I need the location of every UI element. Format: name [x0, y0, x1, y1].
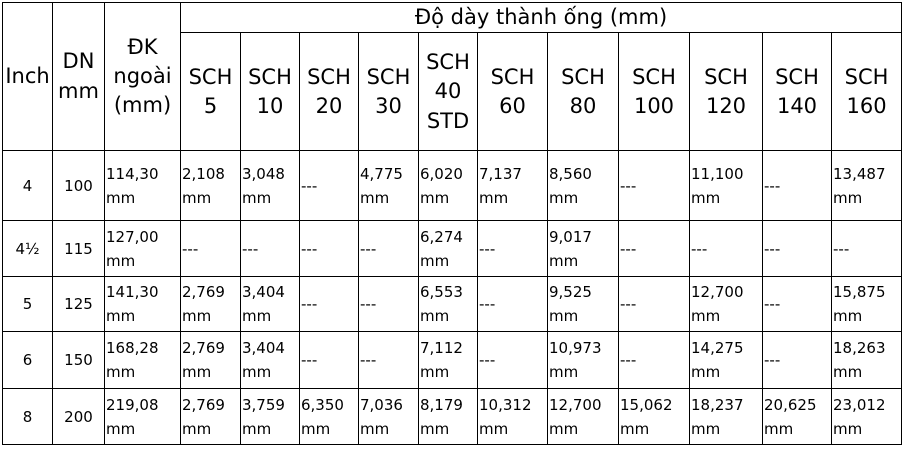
- table-cell: 12,700 mm: [689, 276, 763, 333]
- table-cell: ---: [830, 220, 903, 278]
- table-cell: ---: [762, 150, 832, 222]
- table-cell: 8: [2, 388, 53, 446]
- table-row: 4 100 114,30 mm 2,108 mm 3,048 mm --- 4,775 mm…: [2, 150, 903, 222]
- table-cell: 7,036 mm: [358, 388, 419, 446]
- table-cell: 10,973 mm: [547, 331, 619, 390]
- table-cell: ---: [299, 276, 359, 333]
- table-cell: 15,875 mm: [830, 276, 903, 333]
- table-cell: 7,137 mm: [477, 150, 548, 222]
- table-cell: 9,017 mm: [547, 220, 619, 278]
- table-cell: 3,759 mm: [240, 388, 300, 446]
- table-cell: 4½: [2, 220, 53, 278]
- table-row: 8 200 219,08 mm 2,769 mm 3,759 mm 6,350 mm 7,0…: [2, 388, 903, 446]
- header-dk: ĐK ngoài (mm): [104, 1, 181, 152]
- table-cell: 4: [2, 150, 53, 222]
- table-cell: 8,560 mm: [547, 150, 619, 222]
- schedule-header: SCH 140: [762, 32, 832, 152]
- table-cell: 23,012 mm: [830, 388, 903, 446]
- table-cell: ---: [618, 220, 690, 278]
- schedule-header: SCH 100: [618, 32, 690, 152]
- table-cell: ---: [299, 150, 359, 222]
- table-cell: ---: [477, 276, 548, 333]
- table-cell: 3,048 mm: [240, 150, 300, 222]
- table-cell: ---: [299, 220, 359, 278]
- table-cell: ---: [477, 220, 548, 278]
- schedule-header: SCH 10: [240, 32, 300, 152]
- table-cell: 3,404 mm: [240, 276, 300, 333]
- table-cell: 2,769 mm: [180, 331, 241, 390]
- table-cell: ---: [180, 220, 241, 278]
- table-cell: 127,00 mm: [104, 220, 181, 278]
- table-cell: 18,237 mm: [689, 388, 763, 446]
- table-cell: 12,700 mm: [547, 388, 619, 446]
- table-cell: 13,487 mm: [830, 150, 903, 222]
- schedule-header: SCH 20: [299, 32, 359, 152]
- table-cell: ---: [762, 276, 832, 333]
- table-cell: 6,350 mm: [299, 388, 359, 446]
- table-cell: 200: [52, 388, 105, 446]
- table-cell: 8,179 mm: [418, 388, 478, 446]
- table-cell: 3,404 mm: [240, 331, 300, 390]
- schedule-header: SCH 30: [358, 32, 419, 152]
- table-cell: ---: [618, 331, 690, 390]
- schedule-header: SCH 40 STD: [418, 32, 478, 152]
- table-cell: 2,108 mm: [180, 150, 241, 222]
- table-cell: ---: [762, 331, 832, 390]
- table-cell: ---: [299, 331, 359, 390]
- schedule-header: SCH 60: [477, 32, 548, 152]
- schedule-header: SCH 120: [689, 32, 763, 152]
- table-cell: ---: [477, 331, 548, 390]
- table-cell: 15,062 mm: [618, 388, 690, 446]
- table-cell: 10,312 mm: [477, 388, 548, 446]
- schedule-header: SCH 160: [830, 32, 903, 152]
- schedule-header: SCH 5: [180, 32, 241, 152]
- table-cell: ---: [240, 220, 300, 278]
- header-group: Độ dày thành ống (mm): [179, 1, 903, 34]
- table-row: 6 150 168,28 mm 2,769 mm 3,404 mm --- --- 7,112…: [2, 331, 903, 390]
- header-dn: DN mm: [52, 1, 105, 152]
- table-cell: 219,08 mm: [104, 388, 181, 446]
- table-cell: 2,769 mm: [180, 388, 241, 446]
- table-cell: 7,112 mm: [418, 331, 478, 390]
- table-cell: ---: [358, 276, 419, 333]
- table-cell: 2,769 mm: [180, 276, 241, 333]
- table-cell: ---: [762, 220, 832, 278]
- table-cell: 168,28 mm: [104, 331, 181, 390]
- table-row: 5 125 141,30 mm 2,769 mm 3,404 mm --- --- 6,553…: [2, 276, 903, 333]
- table-cell: 9,525 mm: [547, 276, 619, 333]
- table-cell: ---: [618, 150, 690, 222]
- table-cell: 18,263 mm: [830, 331, 903, 390]
- table-cell: 11,100 mm: [689, 150, 763, 222]
- table-cell: 6,020 mm: [418, 150, 478, 222]
- table-cell: ---: [358, 220, 419, 278]
- table-cell: 5: [2, 276, 53, 333]
- table-cell: ---: [358, 331, 419, 390]
- table-cell: ---: [618, 276, 690, 333]
- table-cell: 6,553 mm: [418, 276, 478, 333]
- schedule-header: SCH 80: [547, 32, 619, 152]
- table-cell: 20,625 mm: [762, 388, 832, 446]
- table-row: 4½ 115 127,00 mm --- --- --- --- 6,274 mm --- 9,0…: [2, 220, 903, 278]
- table-cell: 14,275 mm: [689, 331, 763, 390]
- table-cell: 141,30 mm: [104, 276, 181, 333]
- table-cell: ---: [689, 220, 763, 278]
- table-cell: 6: [2, 331, 53, 390]
- header-inch: Inch: [2, 1, 53, 152]
- table-cell: 4,775 mm: [358, 150, 419, 222]
- table-cell: 100: [52, 150, 105, 222]
- table-cell: 6,274 mm: [418, 220, 478, 278]
- table-cell: 150: [52, 331, 105, 390]
- table-cell: 115: [52, 220, 105, 278]
- table-cell: 125: [52, 276, 105, 333]
- table-cell: 114,30 mm: [104, 150, 181, 222]
